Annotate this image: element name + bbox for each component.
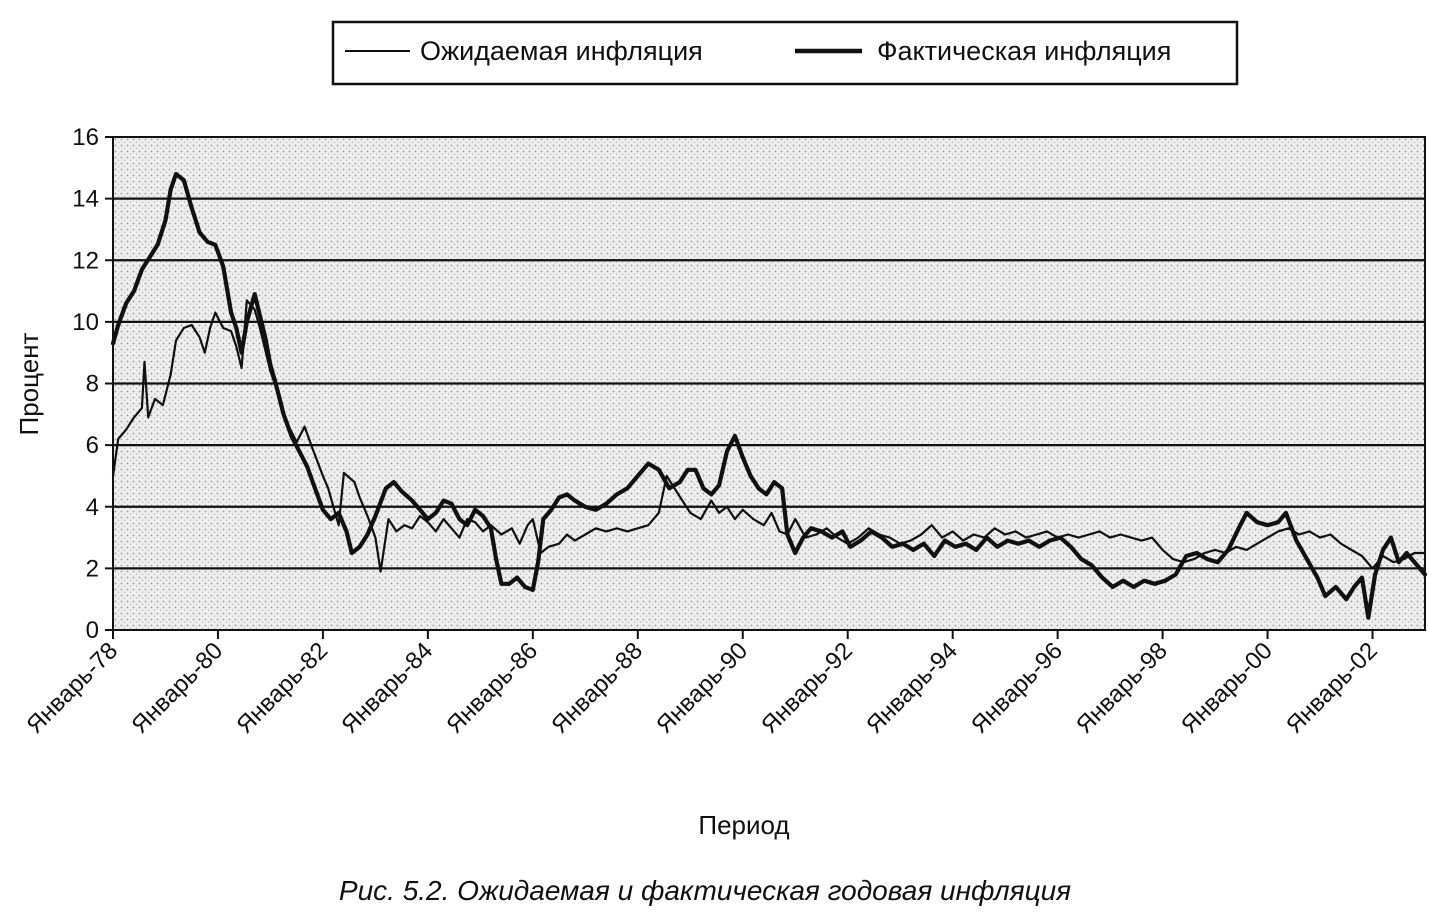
series-lines xyxy=(110,171,1428,620)
figure-caption: Рис. 5.2. Ожидаемая и фактическая годова… xyxy=(339,875,1071,906)
x-tick-label: Январь-94 xyxy=(861,637,963,739)
y-tick-label: 10 xyxy=(72,309,99,336)
y-tick-label: 12 xyxy=(72,247,99,274)
x-tick-label: Январь-82 xyxy=(231,637,333,739)
legend-label-actual: Фактическая инфляция xyxy=(877,36,1171,66)
x-tick-label: Январь-96 xyxy=(966,637,1068,739)
x-tick-label: Январь-86 xyxy=(441,637,543,739)
legend-label-expected: Ожидаемая инфляция xyxy=(420,36,703,66)
legend: Ожидаемая инфляция Фактическая инфляция xyxy=(331,20,1239,86)
y-tick-label: 4 xyxy=(86,494,99,521)
x-tick-label: Январь-98 xyxy=(1071,637,1173,739)
y-tick-label: 14 xyxy=(72,186,99,213)
x-axis: Январь-78 Январь-80 Январь-82 Январь-84 Янва… xyxy=(21,630,1383,739)
x-tick-label: Январь-88 xyxy=(546,637,648,739)
y-tick-label: 8 xyxy=(86,371,99,398)
y-tick-label: 2 xyxy=(86,555,99,582)
x-tick-label: Январь-02 xyxy=(1281,637,1383,739)
x-tick-label: Январь-84 xyxy=(336,637,438,739)
series-line-actual xyxy=(110,171,1428,620)
x-tick-label: Январь-80 xyxy=(126,637,228,739)
x-tick-label: Январь-00 xyxy=(1176,637,1278,739)
y-tick-label: 0 xyxy=(86,617,99,644)
y-axis-title: Процент xyxy=(14,332,44,435)
y-tick-label: 6 xyxy=(86,432,99,459)
gridlines xyxy=(113,197,1425,570)
y-tick-label: 16 xyxy=(72,124,99,151)
x-axis-title: Период xyxy=(698,810,789,840)
x-tick-label: Январь-90 xyxy=(651,637,753,739)
x-tick-label: Январь-92 xyxy=(756,637,858,739)
y-axis: 0 2 4 6 8 10 12 14 16 xyxy=(72,124,113,644)
legend-box xyxy=(331,20,1239,86)
x-tick-label: Январь-78 xyxy=(21,637,123,739)
